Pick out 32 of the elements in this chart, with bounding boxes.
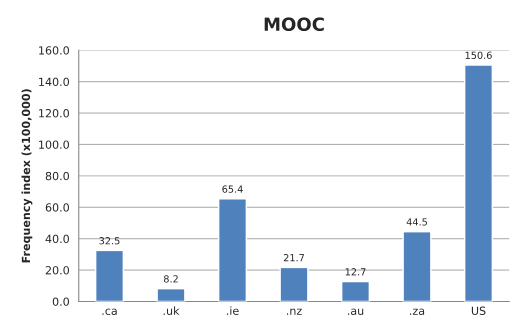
y-axis-title: Frequency index (x100,000): [22, 89, 32, 262]
y-tick-label: 80.0: [46, 172, 69, 180]
bar: [340, 280, 370, 302]
y-tick-label: 120.0: [39, 109, 69, 118]
y-tick-label: 40.0: [46, 234, 69, 244]
x-tick-label: .nz: [286, 308, 302, 315]
x-tick-label: US: [472, 306, 486, 315]
y-tick-label: 0.0: [52, 297, 69, 306]
bar: [218, 198, 248, 302]
data-label: 150.6: [466, 52, 492, 59]
y-tick-label: 100.0: [39, 140, 69, 149]
bar: [402, 230, 432, 302]
data-label: 44.5: [406, 218, 427, 226]
x-tick-label: .ie: [226, 306, 239, 315]
data-label: 21.7: [284, 254, 304, 262]
x-tick-label: .uk: [164, 306, 180, 315]
x-tick-label: .ca: [102, 308, 117, 315]
y-tick-label: 160.0: [39, 46, 69, 55]
data-label: 8.2: [164, 275, 178, 283]
y-tick-label: 140.0: [39, 78, 69, 86]
y-tick-label: 60.0: [46, 203, 69, 212]
data-label: 32.5: [99, 237, 120, 244]
bar: [464, 64, 494, 302]
bar: [279, 266, 309, 302]
y-tick-label: 20.0: [46, 266, 69, 274]
bar: [156, 288, 186, 302]
data-label: 12.7: [346, 268, 366, 276]
chart-title: MOOC: [264, 17, 324, 32]
x-tick-label: .au: [348, 308, 364, 315]
bar: [94, 250, 124, 302]
x-tick-label: .za: [410, 308, 424, 315]
data-label: 65.4: [222, 185, 243, 193]
